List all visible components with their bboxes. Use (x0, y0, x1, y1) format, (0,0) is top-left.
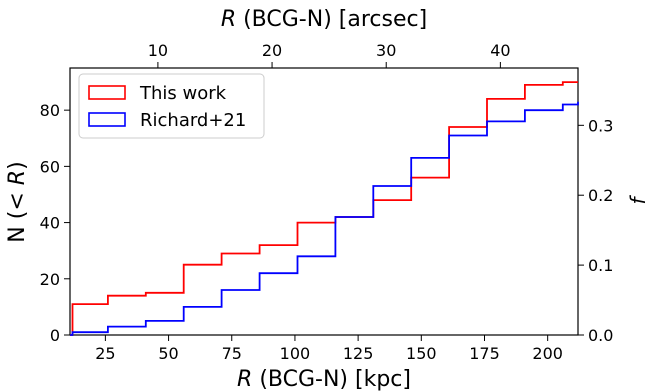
x-axis-label: R (BCG-N) [kpc] (237, 367, 411, 392)
x-tick-label: 75 (222, 344, 242, 363)
right-y-tick-label: 0.0 (588, 326, 613, 345)
top-x-tick-label: 10 (148, 41, 168, 60)
x-tick-label: 125 (343, 344, 374, 363)
x-tick-label: 100 (280, 344, 311, 363)
legend-label-this-work: This work (139, 83, 227, 104)
left-axis: 0 20 40 60 80 (40, 101, 70, 345)
y-tick-label: 60 (40, 157, 60, 176)
right-y-tick-label: 0.2 (588, 186, 613, 205)
bottom-axis: 25 50 75 100 125 150 175 200 (95, 335, 563, 363)
top-x-axis-label: R (BCG-N) [arcsec] (221, 7, 427, 32)
right-y-tick-label: 0.3 (588, 116, 613, 135)
x-tick-label: 50 (158, 344, 178, 363)
x-tick-label: 150 (406, 344, 437, 363)
y-tick-label: 0 (50, 326, 60, 345)
x-tick-label: 25 (95, 344, 115, 363)
series-layer (70, 81, 579, 336)
top-x-tick-label: 30 (376, 41, 396, 60)
plot-area (69, 67, 579, 336)
y-tick-label: 80 (40, 101, 60, 120)
series-line-this-work (70, 81, 578, 336)
y-axis-label: N (< R) (5, 161, 30, 242)
y-tick-label: 20 (40, 270, 60, 289)
x-tick-label: 175 (469, 344, 500, 363)
legend-label-richard21: Richard+21 (140, 110, 246, 131)
series-line-richard21 (70, 101, 579, 336)
right-axis: 0.0 0.1 0.2 0.3 (578, 116, 613, 345)
x-tick-label: 200 (532, 344, 563, 363)
right-y-axis-label: f (626, 195, 648, 205)
top-x-tick-label: 20 (262, 41, 282, 60)
legend-swatch-this-work (88, 85, 126, 100)
right-y-tick-label: 0.1 (588, 256, 613, 275)
top-axis: 10 20 30 40 (148, 41, 511, 68)
top-x-tick-label: 40 (490, 41, 510, 60)
axes-frame (69, 67, 579, 336)
y-tick-label: 40 (40, 214, 60, 233)
legend: This work Richard+21 (78, 73, 265, 139)
legend-swatch-richard21 (88, 112, 126, 127)
